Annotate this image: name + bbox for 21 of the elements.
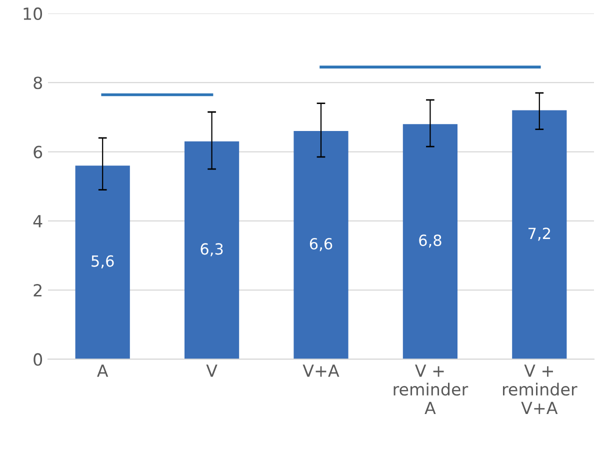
y-tick-label: 2 xyxy=(34,284,42,296)
x-tick-label: V xyxy=(206,364,218,377)
data-label: 5,6 xyxy=(92,255,114,268)
bar xyxy=(402,124,458,360)
data-label: 6,6 xyxy=(310,238,332,252)
x-tick-label: A xyxy=(97,364,108,377)
bar xyxy=(512,110,567,360)
y-tick-label: 10 xyxy=(24,7,42,20)
data-label: 6,8 xyxy=(419,234,442,248)
data-label: 7,2 xyxy=(528,228,550,241)
data-label: 6,3 xyxy=(200,243,223,256)
y-tick-label: 4 xyxy=(33,215,42,228)
bar xyxy=(184,141,240,360)
y-tick-label: 0 xyxy=(34,353,42,366)
bar xyxy=(294,131,348,360)
x-tick-label: V + reminder A xyxy=(394,364,468,414)
x-tick-label: V + reminder V+A xyxy=(502,364,578,414)
bar xyxy=(75,166,130,360)
x-tick-label: V+A xyxy=(302,364,340,377)
y-tick-label: 6 xyxy=(34,146,42,158)
y-tick-label: 8 xyxy=(34,76,42,90)
